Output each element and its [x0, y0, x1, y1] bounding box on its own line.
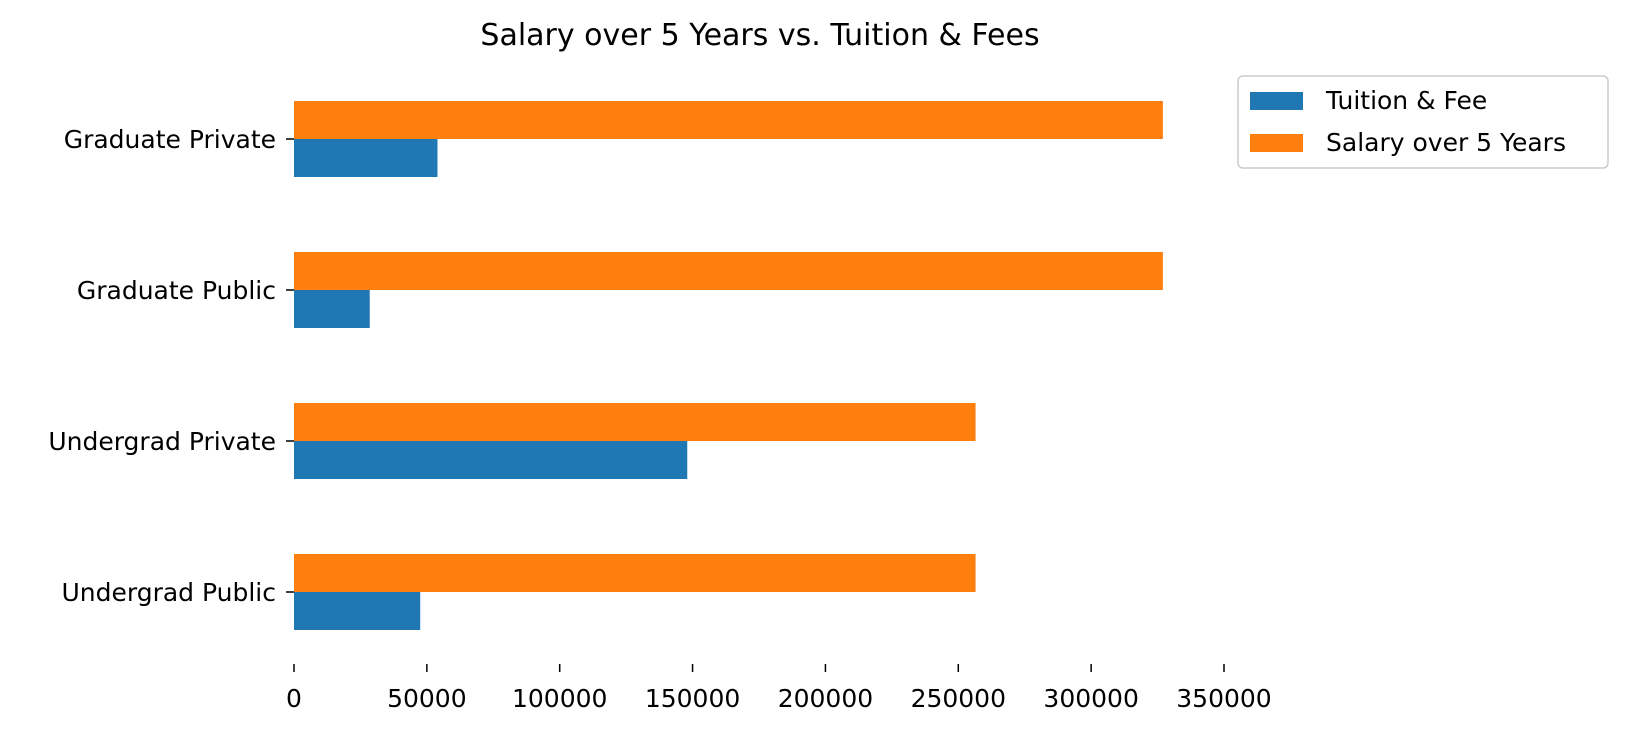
legend-label-salary: Salary over 5 Years — [1326, 128, 1566, 157]
bar-tuition-undergrad-private — [294, 441, 688, 479]
bar-salary-graduate-private — [294, 101, 1163, 139]
legend: Tuition & Fee Salary over 5 Years — [1237, 75, 1609, 169]
x-tick-label: 350000 — [1176, 684, 1271, 713]
bars-group — [294, 101, 1163, 630]
x-tick-label: 250000 — [911, 684, 1006, 713]
legend-label-tuition: Tuition & Fee — [1325, 86, 1487, 115]
legend-swatch-tuition — [1250, 92, 1303, 110]
x-tick-label: 100000 — [512, 684, 607, 713]
legend-swatch-salary — [1250, 134, 1303, 152]
x-tick-label: 200000 — [778, 684, 873, 713]
y-axis: Undergrad Public Undergrad Private Graduat… — [48, 125, 294, 607]
x-axis: 0 50000 100000 150000 200000 250000 300000 3500… — [286, 664, 1272, 713]
bar-salary-undergrad-public — [294, 554, 976, 592]
bar-tuition-graduate-public — [294, 290, 370, 328]
x-tick-label: 50000 — [387, 684, 467, 713]
bar-salary-undergrad-private — [294, 403, 976, 441]
legend-frame — [1237, 75, 1609, 169]
x-tick-label: 300000 — [1043, 684, 1138, 713]
x-tick-label: 0 — [286, 684, 302, 713]
bar-tuition-graduate-private — [294, 139, 438, 177]
x-tick-label: 150000 — [645, 684, 740, 713]
bar-tuition-undergrad-public — [294, 592, 421, 630]
chart-title: Salary over 5 Years vs. Tuition & Fees — [480, 18, 1039, 53]
y-tick-label-graduate-public: Graduate Public — [77, 276, 276, 305]
y-tick-label-graduate-private: Graduate Private — [64, 125, 276, 154]
y-tick-label-undergrad-public: Undergrad Public — [61, 578, 276, 607]
y-tick-label-undergrad-private: Undergrad Private — [48, 427, 276, 456]
bar-salary-graduate-public — [294, 252, 1163, 290]
